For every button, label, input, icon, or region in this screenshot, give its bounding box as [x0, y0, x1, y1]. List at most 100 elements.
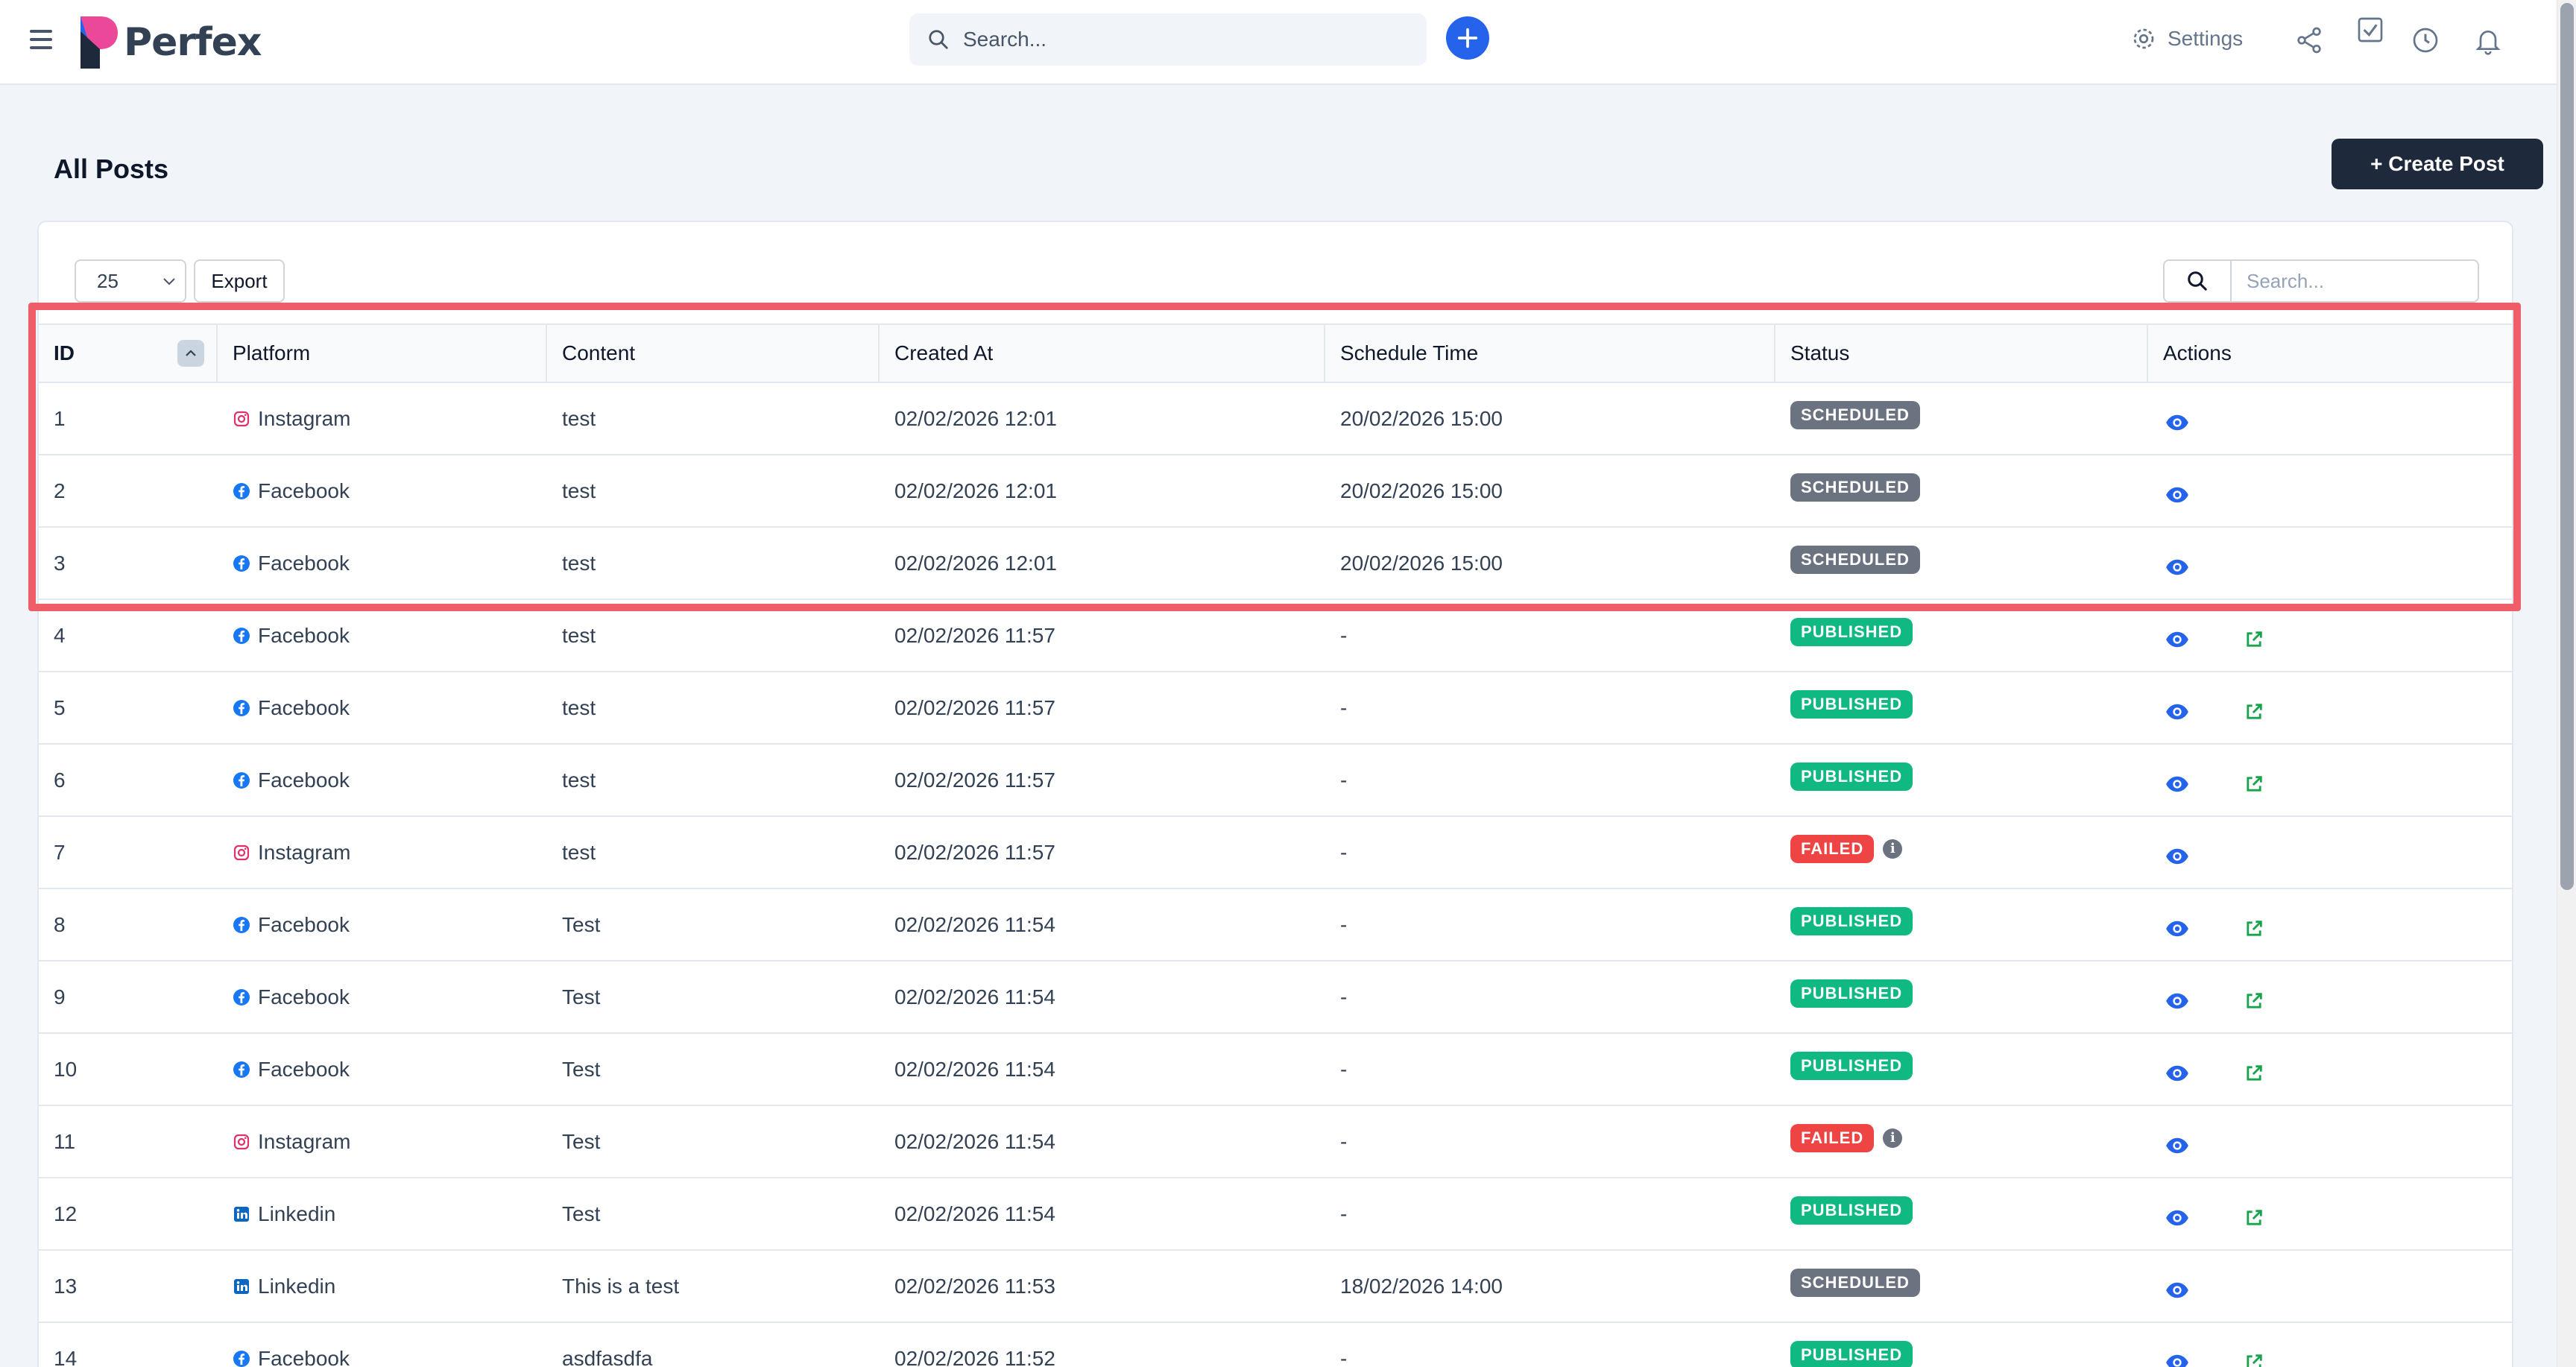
column-label-schedule-time: Schedule Time	[1340, 341, 1479, 364]
post-content: Test	[562, 1129, 601, 1153]
page-scrollbar[interactable]	[2557, 0, 2576, 1367]
cell-platform: Instagram	[218, 816, 547, 888]
page-length-select[interactable]: 25	[75, 259, 186, 303]
settings-label: Settings	[2168, 27, 2244, 50]
view-eye-icon[interactable]	[2165, 1278, 2190, 1303]
view-eye-icon[interactable]	[2165, 1350, 2190, 1367]
view-eye-icon[interactable]	[2165, 1061, 2190, 1086]
cell-schedule-time: -	[1325, 1105, 1775, 1178]
external-link-icon[interactable]	[2244, 1207, 2264, 1228]
platform-name: Linkedin	[258, 1274, 336, 1298]
cell-status: SCHEDULED	[1775, 455, 2148, 527]
cell-actions	[2148, 744, 2512, 816]
cell-schedule-time: -	[1325, 599, 1775, 672]
sort-ascending-button[interactable]	[177, 340, 204, 367]
post-content: test	[562, 623, 596, 647]
view-eye-icon[interactable]	[2165, 555, 2190, 580]
cell-created-at: 02/02/2026 12:01	[880, 382, 1325, 455]
view-eye-icon[interactable]	[2165, 699, 2190, 724]
error-info-icon[interactable]: i	[1883, 839, 1903, 859]
export-button[interactable]: Export	[194, 259, 285, 303]
column-header-content[interactable]: Content	[547, 323, 880, 383]
platform-name: Facebook	[258, 695, 350, 719]
search-icon	[929, 30, 948, 49]
linkedin-icon	[234, 1206, 249, 1222]
error-info-icon[interactable]: i	[1883, 1128, 1903, 1148]
cell-status: PUBLISHED	[1775, 1178, 2148, 1250]
external-link-icon[interactable]	[2244, 1063, 2264, 1084]
cell-content: Test	[547, 1105, 880, 1178]
cell-status: PUBLISHED	[1775, 672, 2148, 744]
external-link-icon[interactable]	[2244, 1352, 2264, 1367]
cell-platform: Facebook	[218, 1033, 547, 1105]
schedule-time: -	[1340, 1346, 1348, 1367]
view-eye-icon[interactable]	[2165, 916, 2190, 941]
table-search: Search...	[2163, 259, 2479, 303]
table-row: 2 Facebook test 02/02/2026 12:01 20/02/2026 …	[39, 455, 2512, 528]
external-link-icon[interactable]	[2244, 991, 2264, 1011]
schedule-time: -	[1340, 985, 1348, 1008]
column-header-platform[interactable]: Platform	[218, 323, 547, 383]
cell-status: PUBLISHED	[1775, 744, 2148, 816]
menu-toggle-icon[interactable]	[30, 30, 52, 49]
schedule-time: -	[1340, 623, 1348, 647]
column-header-created-at[interactable]: Created At	[880, 323, 1325, 383]
platform-name: Facebook	[258, 768, 350, 792]
platform-name: Facebook	[258, 479, 350, 502]
status-badge: FAILED	[1790, 1123, 1875, 1152]
table-search-input[interactable]: Search...	[2232, 259, 2479, 303]
quick-create-button[interactable]	[1446, 16, 1489, 60]
bell-icon[interactable]	[2473, 25, 2503, 55]
cell-status: PUBLISHED	[1775, 1322, 2148, 1367]
external-link-icon[interactable]	[2244, 918, 2264, 939]
cell-created-at: 02/02/2026 11:57	[880, 744, 1325, 816]
external-link-icon[interactable]	[2244, 701, 2264, 722]
cell-schedule-time: 20/02/2026 15:00	[1325, 382, 1775, 455]
facebook-icon	[233, 1350, 250, 1367]
cell-schedule-time: 20/02/2026 15:00	[1325, 527, 1775, 599]
share-icon[interactable]	[2294, 25, 2324, 55]
view-eye-icon[interactable]	[2165, 627, 2190, 652]
view-eye-icon[interactable]	[2165, 1205, 2190, 1231]
create-post-button[interactable]: + Create Post	[2332, 139, 2543, 189]
post-id: 1	[54, 406, 66, 430]
cell-id: 7	[39, 816, 218, 888]
view-eye-icon[interactable]	[2165, 482, 2190, 508]
table-search-button[interactable]	[2163, 259, 2232, 303]
post-id: 10	[54, 1057, 78, 1081]
created-at: 02/02/2026 11:52	[894, 1346, 1055, 1367]
brand-logo[interactable]: Perfex	[80, 16, 262, 69]
cell-created-at: 02/02/2026 11:57	[880, 816, 1325, 888]
status-badge: PUBLISHED	[1790, 979, 1913, 1008]
cell-schedule-time: -	[1325, 1178, 1775, 1250]
global-search-input[interactable]: Search...	[909, 13, 1427, 66]
column-header-schedule-time[interactable]: Schedule Time	[1325, 323, 1775, 383]
view-eye-icon[interactable]	[2165, 1133, 2190, 1158]
external-link-icon[interactable]	[2244, 629, 2264, 650]
cell-id: 2	[39, 455, 218, 527]
schedule-time: -	[1340, 840, 1348, 864]
scrollbar-thumb[interactable]	[2560, 3, 2574, 890]
instagram-icon	[233, 844, 250, 860]
column-header-id[interactable]: ID	[39, 323, 218, 383]
cell-platform: Instagram	[218, 382, 547, 455]
column-header-status[interactable]: Status	[1775, 323, 2148, 383]
cell-actions	[2148, 599, 2512, 672]
cell-status: SCHEDULED	[1775, 382, 2148, 455]
post-id: 6	[54, 768, 66, 792]
cell-schedule-time: -	[1325, 1033, 1775, 1105]
view-eye-icon[interactable]	[2165, 988, 2190, 1014]
view-eye-icon[interactable]	[2165, 844, 2190, 869]
settings-link[interactable]: Settings	[2130, 25, 2243, 52]
cell-content: Test	[547, 961, 880, 1033]
status-badge: PUBLISHED	[1790, 1340, 1913, 1367]
cell-created-at: 02/02/2026 11:53	[880, 1250, 1325, 1322]
column-label-id: ID	[54, 341, 75, 364]
clock-icon[interactable]	[2411, 25, 2440, 55]
tasks-check-icon[interactable]	[2355, 15, 2385, 45]
instagram-icon	[233, 1134, 250, 1149]
view-eye-icon[interactable]	[2165, 410, 2190, 435]
status-badge: PUBLISHED	[1790, 906, 1913, 935]
view-eye-icon[interactable]	[2165, 771, 2190, 797]
external-link-icon[interactable]	[2244, 774, 2264, 795]
